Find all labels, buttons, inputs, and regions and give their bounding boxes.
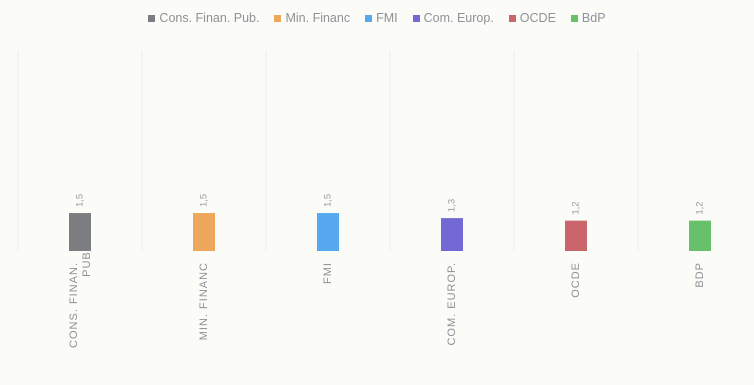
bar[interactable] (689, 220, 711, 251)
bar[interactable] (193, 213, 215, 251)
category-label-line: PUB. (81, 247, 93, 277)
category-label: BDP (694, 262, 706, 288)
legend-swatch (570, 14, 578, 22)
legend-swatch (148, 14, 156, 22)
legend-swatch (365, 14, 373, 22)
category-label-line: CONS. FINAN. (68, 262, 80, 348)
value-label: 1,2 (695, 201, 706, 214)
legend-swatch (508, 14, 516, 22)
value-label: 1,2 (571, 201, 582, 214)
value-label: 1,5 (323, 194, 334, 207)
legend-item[interactable]: Cons. Finan. Pub. (148, 11, 259, 25)
legend-label: FMI (376, 11, 398, 25)
legend-label: OCDE (519, 11, 556, 25)
value-label: 1,3 (447, 199, 458, 212)
legend-item[interactable]: Com. Europ. (412, 11, 494, 25)
bar[interactable] (441, 218, 463, 251)
value-label: 1,5 (199, 194, 210, 207)
legend-label: Cons. Finan. Pub. (159, 11, 260, 25)
legend-label: Min. Financ (285, 11, 351, 25)
value-label: 1,5 (75, 194, 86, 207)
legend-item[interactable]: OCDE (508, 11, 556, 25)
bar[interactable] (69, 213, 91, 251)
legend-item[interactable]: Min. Financ (274, 11, 350, 25)
category-label: FMI (322, 262, 334, 284)
category-label: CONS. FINAN.PUB. (68, 247, 93, 348)
legend-label: BdP (581, 11, 606, 25)
category-label: OCDE (570, 262, 582, 298)
category-label: COM. EUROP. (446, 262, 458, 346)
legend-swatch (274, 14, 282, 22)
bar[interactable] (317, 213, 339, 251)
legend-swatch (412, 14, 420, 22)
bar[interactable] (565, 220, 587, 251)
category-label: MIN. FINANC (198, 262, 210, 340)
legend-item[interactable]: FMI (365, 11, 398, 25)
legend-label: Com. Europ. (423, 11, 494, 25)
chart-legend: Cons. Finan. Pub. Min. Financ FMI Com. Euro… (0, 8, 754, 28)
legend-item[interactable]: BdP (570, 11, 606, 25)
